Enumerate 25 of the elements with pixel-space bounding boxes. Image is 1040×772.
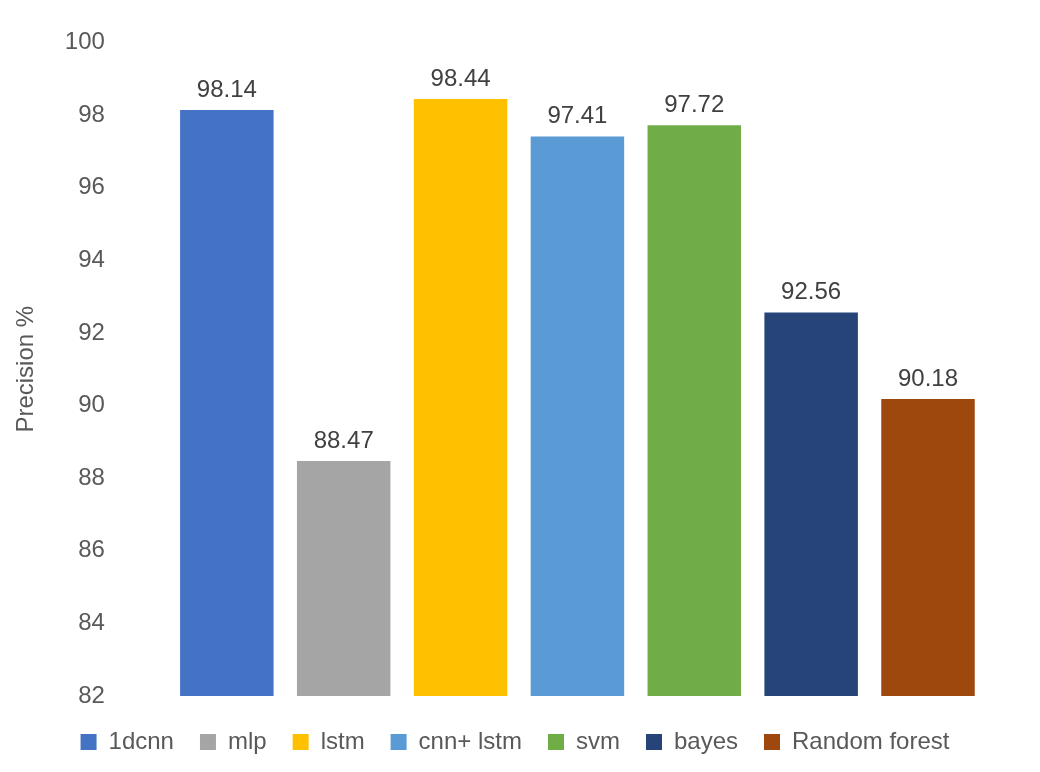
- data-label: 90.18: [897, 363, 959, 391]
- y-tick-label: 100: [64, 27, 105, 55]
- legend-label: cnn+ lstm: [418, 726, 522, 754]
- legend-label: lstm: [320, 726, 365, 754]
- y-tick-label: 98: [78, 99, 105, 127]
- data-label: 88.47: [313, 425, 374, 453]
- legend-label: Random forest: [792, 726, 950, 754]
- y-tick-label: 84: [78, 608, 105, 635]
- legend-label: bayes: [673, 726, 739, 754]
- y-tick-label: 82: [78, 680, 105, 708]
- legend-label: mlp: [227, 726, 267, 754]
- y-tick-label: 92: [78, 317, 105, 345]
- data-label: 92.56: [781, 277, 842, 305]
- data-label: 98.44: [430, 63, 491, 91]
- data-label: 97.41: [547, 101, 608, 129]
- y-tick-label: 96: [78, 172, 105, 200]
- legend-label: 1dcnn: [108, 726, 174, 754]
- legend-label: svm: [575, 726, 620, 754]
- y-tick-label: 94: [78, 244, 105, 272]
- data-label: 98.14: [196, 74, 257, 102]
- y-tick-label: 90: [78, 390, 105, 418]
- y-tick-label: 86: [78, 535, 105, 563]
- data-label: 97.72: [664, 89, 725, 117]
- y-tick-label: 88: [78, 462, 105, 490]
- y-axis-title: Precision %: [11, 305, 39, 433]
